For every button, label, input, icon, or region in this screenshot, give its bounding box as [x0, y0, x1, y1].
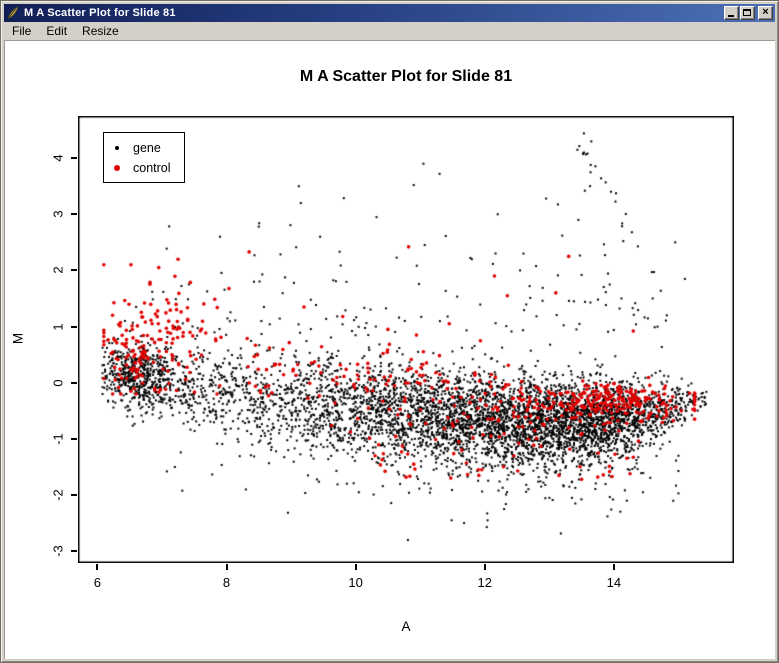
title-bar[interactable]: M A Scatter Plot for Slide 81 ×	[4, 4, 775, 22]
menu-edit[interactable]: Edit	[46, 24, 68, 38]
y-tick	[71, 269, 77, 272]
legend-box: gene control	[103, 132, 185, 183]
legend-label-control: control	[133, 161, 171, 175]
y-tick-label: -3	[50, 545, 66, 557]
x-tick-label: 10	[348, 575, 363, 590]
window-controls: ×	[722, 6, 773, 20]
plot-canvas	[78, 116, 734, 563]
control-point-icon	[114, 165, 120, 171]
x-axis-label: A	[401, 619, 411, 634]
x-tick-label: 6	[93, 575, 101, 590]
y-axis-ticks: -3 -2 -1 0 1 2 3 4	[1, 116, 78, 563]
y-axis-label: M	[10, 332, 26, 345]
close-button[interactable]: ×	[758, 6, 773, 20]
gene-point-icon	[115, 146, 119, 150]
x-tick	[354, 564, 357, 570]
y-tick-label: 3	[50, 210, 66, 218]
y-tick	[71, 494, 77, 497]
x-tick	[225, 564, 228, 570]
x-tick-label: 14	[606, 575, 622, 590]
menu-file[interactable]: File	[12, 24, 32, 38]
y-tick	[71, 325, 77, 328]
y-tick	[71, 550, 77, 553]
window-title: M A Scatter Plot for Slide 81	[24, 6, 176, 19]
y-tick	[71, 437, 77, 440]
plot-title: M A Scatter Plot for Slide 81	[299, 68, 513, 85]
legend-item-control: control	[104, 158, 184, 178]
legend-item-gene: gene	[104, 138, 184, 158]
y-tick-label: 0	[50, 379, 66, 387]
close-icon: ×	[762, 6, 769, 18]
legend-label-gene: gene	[133, 141, 161, 155]
x-tick	[612, 564, 615, 570]
maximize-button[interactable]	[740, 6, 755, 20]
minimize-icon	[728, 15, 734, 17]
menu-resize[interactable]: Resize	[82, 24, 119, 38]
y-tick-label: 2	[50, 266, 66, 275]
y-tick-label: -2	[50, 489, 66, 501]
menu-bar: File Edit Resize	[4, 22, 775, 40]
x-tick	[96, 564, 99, 570]
x-tick	[483, 564, 486, 570]
y-tick-label: 1	[50, 322, 66, 331]
y-tick	[71, 213, 77, 216]
y-tick-label: -1	[50, 433, 66, 445]
x-axis-ticks: 6 8 10 12 14	[78, 563, 734, 597]
maximize-icon	[743, 9, 751, 16]
minimize-button[interactable]	[724, 6, 739, 20]
x-tick-label: 12	[477, 575, 492, 590]
y-tick	[71, 157, 77, 160]
x-tick-label: 8	[222, 575, 231, 590]
tk-feather-icon	[7, 6, 19, 19]
y-tick	[71, 381, 77, 384]
y-tick-label: 4	[50, 154, 66, 162]
